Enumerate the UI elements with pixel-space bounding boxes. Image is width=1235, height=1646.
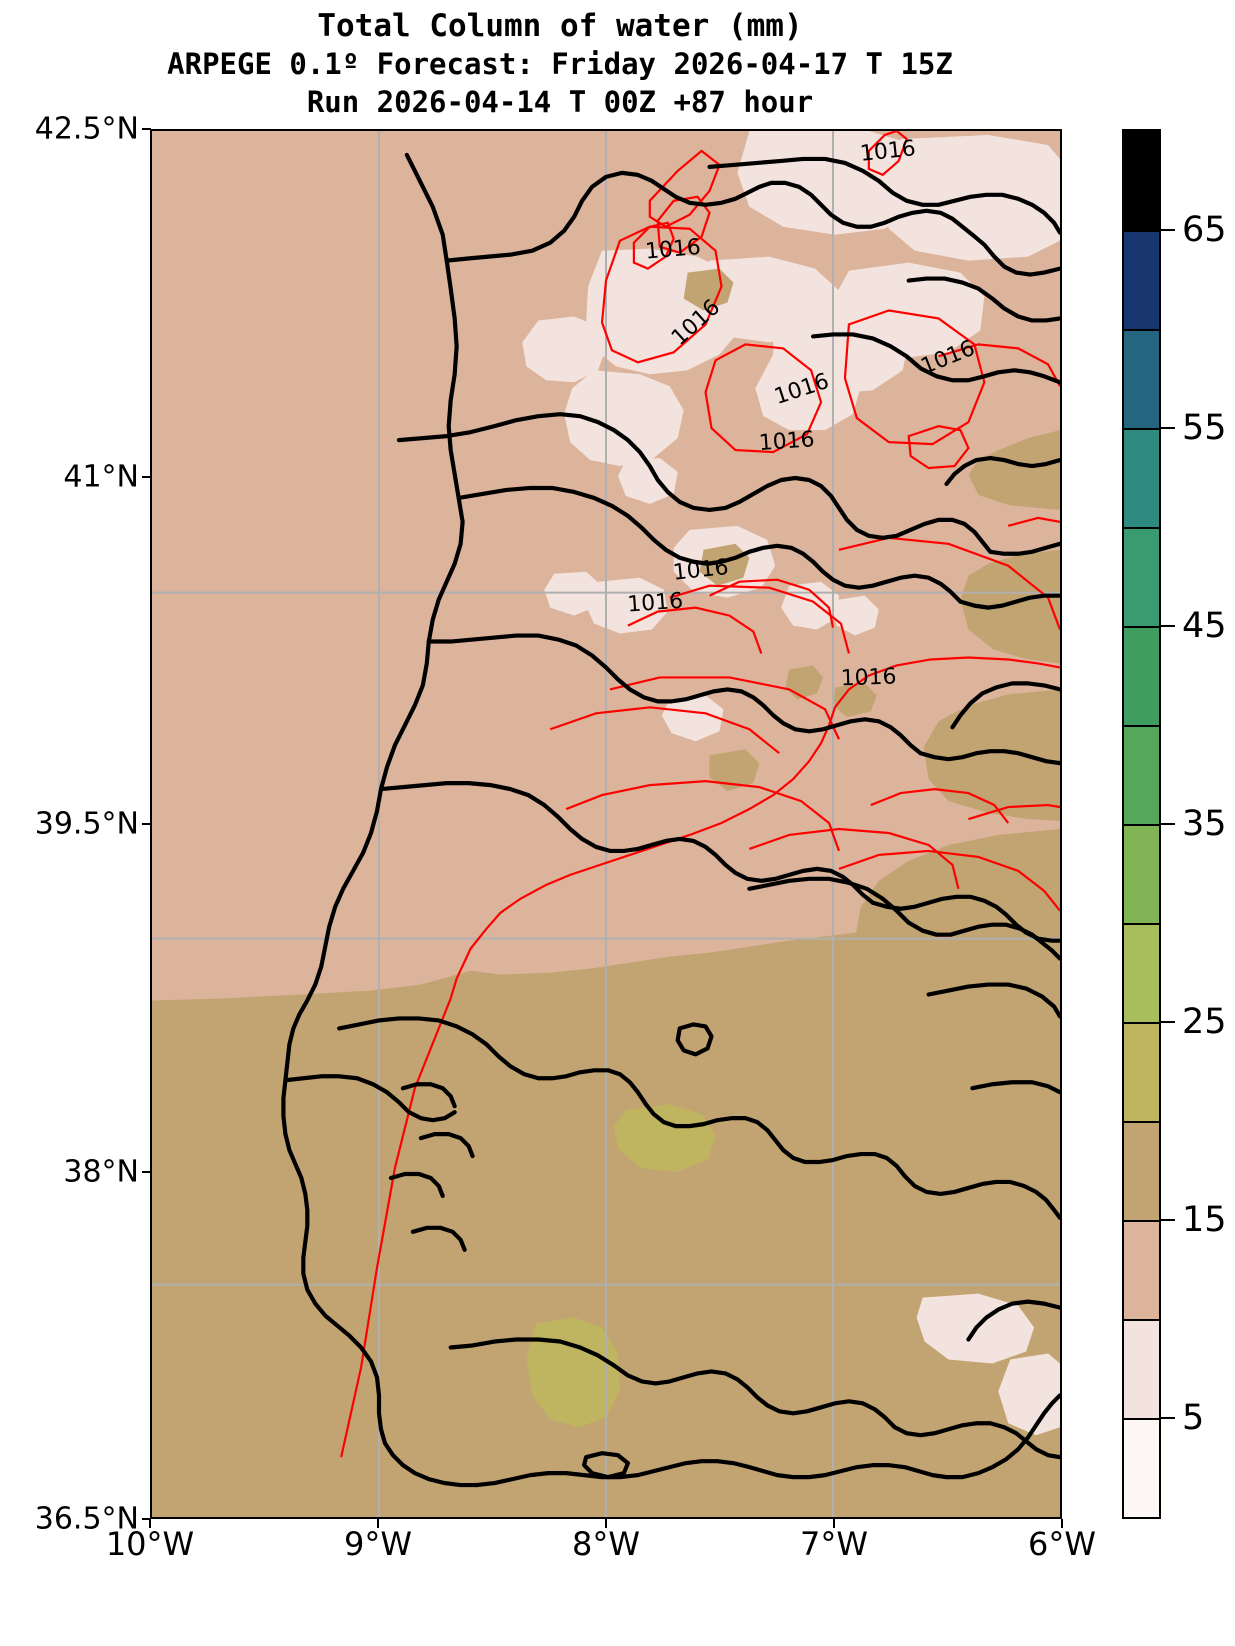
x-tick-mark	[1061, 1519, 1063, 1528]
colorbar-segment-5-10	[1124, 1319, 1159, 1418]
y-tick-label-3: 38°N	[63, 1154, 139, 1189]
field-band-5-10-c	[522, 316, 606, 383]
colorbar-segment-15-20	[1124, 1121, 1159, 1220]
colorbar-tick-label-25: 25	[1182, 1002, 1227, 1042]
colorbar-tick-mark	[1161, 625, 1175, 627]
field-band-20-25-b	[613, 1104, 716, 1172]
x-tick-mark	[605, 1519, 607, 1528]
x-tick-label-4: 6°W	[1028, 1525, 1096, 1563]
y-tick-mark	[142, 1170, 151, 1173]
colorbar-tick-label-15: 15	[1182, 1200, 1227, 1240]
colorbar-segment-30-35	[1124, 824, 1159, 923]
colorbar-segment-0-5	[1124, 1418, 1159, 1517]
isobar-contours	[340, 131, 1060, 1458]
x-tick-label-0: 10°W	[105, 1525, 195, 1563]
colorbar-segment-35-40	[1124, 725, 1159, 824]
x-tick-mark	[833, 1519, 835, 1528]
colorbar-tick-mark	[1161, 1417, 1175, 1419]
colorbar-tick-label-5: 5	[1182, 1398, 1205, 1438]
colorbar-segment--65	[1124, 131, 1159, 230]
colorbar-segment-10-15	[1124, 1220, 1159, 1319]
x-tick-label-2: 8°W	[572, 1525, 640, 1563]
field-band-5-10-g	[755, 350, 861, 431]
y-tick-label-0: 42.5°N	[34, 111, 139, 147]
colorbar-segment-60-65	[1124, 230, 1159, 329]
y-tick-label-1: 41°N	[63, 459, 139, 494]
colorbar-segment-50-55	[1124, 428, 1159, 527]
colorbar[interactable]	[1122, 129, 1161, 1519]
field-band-5-10-n	[661, 695, 724, 742]
svg-text:1016: 1016	[758, 427, 815, 456]
y-tick-mark	[142, 128, 151, 130]
x-tick-label-1: 9°W	[344, 1525, 412, 1563]
colorbar-segment-25-30	[1124, 923, 1159, 1022]
field-band-15-20-east	[960, 549, 1060, 664]
colorbar-segment-20-25	[1124, 1022, 1159, 1121]
y-tick-mark	[142, 823, 151, 825]
svg-text:1016: 1016	[840, 664, 897, 691]
colorbar-segment-45-50	[1124, 527, 1159, 626]
colorbar-segment-40-45	[1124, 626, 1159, 725]
map-canvas: 1016 1016 1016 1016 1016 1016 1016 1016 …	[152, 131, 1060, 1517]
field-band-20-25-a	[526, 1317, 620, 1428]
y-tick-mark	[142, 475, 151, 478]
field-band-5-10-b	[564, 370, 684, 467]
colorbar-tick-label-55: 55	[1182, 408, 1227, 448]
svg-text:1016: 1016	[627, 589, 684, 618]
figure-subtitle-run: Run 2026-04-14 T 00Z +87 hour	[306, 84, 814, 119]
coastline-and-borders	[281, 152, 1060, 1488]
y-tick-mark	[142, 1518, 151, 1520]
field-band-5-10-p	[831, 595, 879, 636]
y-tick-label-4: 36.5°N	[34, 1501, 139, 1537]
field-band-5-10-o	[617, 458, 678, 504]
field-band-15-20-east3	[854, 828, 1060, 1009]
colorbar-tick-mark	[1161, 823, 1175, 825]
colorbar-tick-mark	[1161, 1021, 1175, 1023]
x-tick-mark	[149, 1519, 151, 1528]
figure-subtitle-forecast: ARPEGE 0.1º Forecast: Friday 2026-04-17 …	[167, 47, 953, 82]
map-plot-area[interactable]: 1016 1016 1016 1016 1016 1016 1016 1016 …	[150, 129, 1062, 1519]
colorbar-tick-label-35: 35	[1182, 804, 1227, 844]
svg-text:1016: 1016	[859, 136, 917, 167]
map-gridlines	[152, 131, 1060, 1517]
svg-text:1016: 1016	[672, 555, 730, 586]
colorbar-tick-mark	[1161, 1219, 1175, 1221]
y-tick-label-2: 39.5°N	[34, 806, 139, 842]
field-band-5-10-i	[836, 262, 985, 359]
figure-title-block: Total Column of water (mm) ARPEGE 0.1º F…	[0, 6, 1120, 122]
colorbar-tick-label-65: 65	[1182, 210, 1227, 250]
field-band-15-20-ne	[968, 430, 1060, 510]
colorbar-segment-55-60	[1124, 329, 1159, 428]
colorbar-tick-mark	[1161, 229, 1175, 231]
x-tick-mark	[377, 1519, 379, 1528]
svg-text:1016: 1016	[644, 235, 702, 265]
x-tick-label-3: 7°W	[800, 1525, 868, 1563]
colorbar-tick-label-45: 45	[1182, 606, 1227, 646]
figure-title: Total Column of water (mm)	[317, 8, 803, 44]
colorbar-tick-mark	[1161, 427, 1175, 429]
